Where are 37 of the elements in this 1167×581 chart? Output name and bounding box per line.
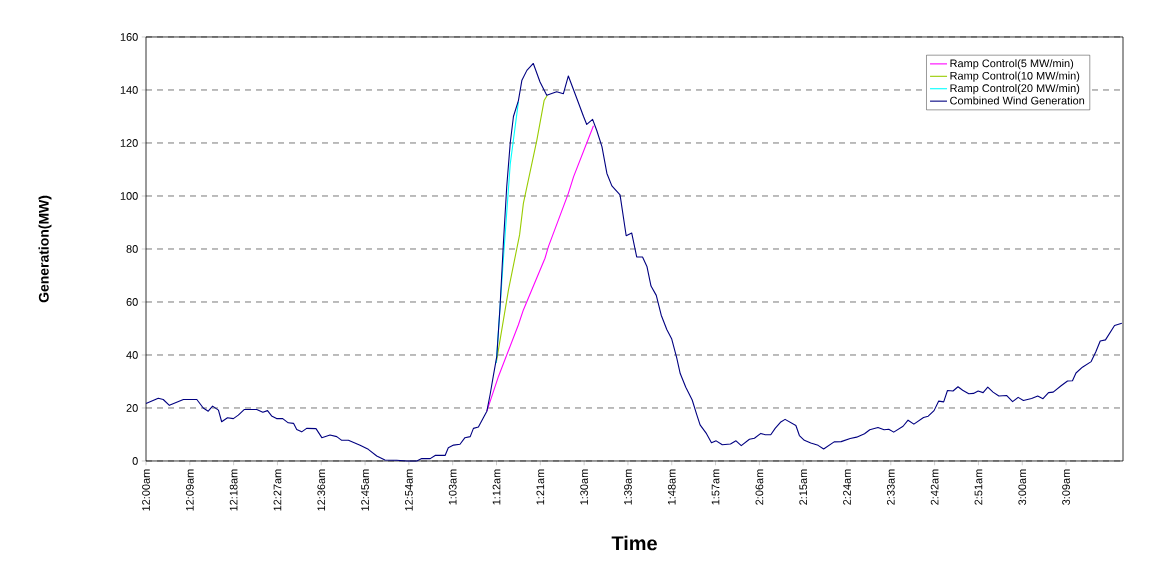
legend-label: Ramp Control(10 MW/min) [950,71,1080,82]
y-tick-label: 160 [120,33,138,41]
x-tick-label: 2:06am [755,469,764,505]
x-tick-label: 2:42am [930,469,939,505]
x-tick-label: 2:15am [799,469,808,505]
x-tick-label: 1:57am [711,469,720,505]
x-tick-label: 12:18am [229,469,238,511]
x-tick-label: 2:33am [886,469,895,505]
y-tick-label: 20 [126,404,138,412]
x-tick-label: 12:00am [142,469,150,511]
x-tick-label: 12:45am [361,469,369,511]
y-tick-label: 0 [132,457,138,465]
x-tick-label: 1:30am [580,469,589,505]
legend-label: Combined Wind Generation [950,96,1085,105]
y-tick-label: 140 [120,86,138,94]
y-tick-label: 60 [126,298,138,306]
y-tick-label: 100 [120,192,138,200]
y-tick-label: 40 [126,351,138,359]
x-tick-label: 3:00am [1018,469,1027,505]
x-tick-label: 12:36am [317,469,326,511]
x-axis-title: Time [611,535,657,551]
x-tick-label: 2:24am [843,469,851,505]
x-tick-label: 2:51am [974,469,983,505]
y-tick-label: 120 [120,139,138,147]
x-tick-label: 12:27am [273,469,282,511]
y-axis-title: Generation(MW) [38,195,52,303]
x-tick-label: 3:09am [1062,469,1070,505]
x-tick-label: 12:09am [185,469,194,511]
y-tick-label: 80 [126,245,138,253]
legend-label: Ramp Control(20 MW/min) [950,84,1080,95]
x-tick-label: 1:12am [492,469,501,505]
x-tick-label: 1:03am [448,469,457,505]
x-tick-label: 1:39am [624,469,632,505]
legend-label: Ramp Control(5 MW/min) [950,59,1074,70]
x-tick-label: 12:54am [405,469,413,511]
x-tick-label: 1:48am [667,469,676,505]
x-tick-label: 1:21am [536,469,545,505]
